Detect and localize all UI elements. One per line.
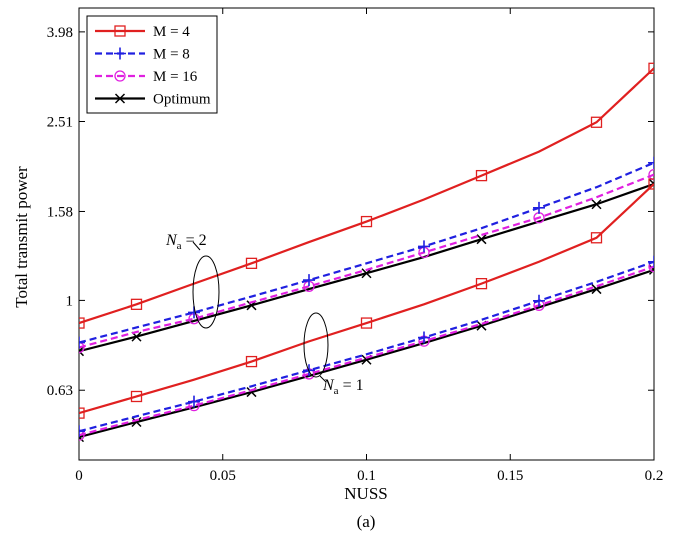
- y-tick-label: 2.51: [47, 114, 73, 130]
- legend-marker: [114, 47, 126, 60]
- series-line-square: [79, 183, 654, 415]
- pointer-line-na2: [192, 241, 201, 251]
- data-point: [245, 355, 258, 368]
- series-group-1: [79, 62, 654, 357]
- data-point: [130, 390, 143, 403]
- x-tick-label: 0: [75, 468, 83, 484]
- legend-marker: [114, 25, 126, 37]
- legend-marker: [114, 93, 126, 104]
- data-point: [648, 168, 654, 181]
- annotation-na1: Na = 1: [322, 377, 364, 397]
- annotations: Na = 2 Na = 1: [165, 232, 364, 397]
- data-point: [590, 116, 603, 128]
- y-tick-label: 3.98: [47, 25, 73, 41]
- group-ellipse-na2: [192, 255, 220, 329]
- data-point: [533, 201, 545, 214]
- data-point: [648, 62, 654, 74]
- data-point: [303, 274, 315, 287]
- legend-label: M = 8: [153, 47, 190, 63]
- x-tick-label: 0.2: [645, 468, 664, 484]
- data-point: [79, 341, 85, 354]
- group-ellipse-na1: [303, 312, 329, 378]
- data-point: [418, 240, 430, 253]
- y-tick-label: 1.58: [47, 204, 73, 220]
- data-point: [533, 294, 545, 307]
- data-point: [79, 407, 85, 419]
- data-point: [475, 169, 488, 182]
- y-tick-label: 1: [66, 293, 74, 309]
- series-line-circle: [79, 265, 654, 437]
- data-point: [130, 298, 143, 310]
- data-point: [79, 336, 85, 349]
- data-point: [648, 260, 654, 273]
- data-point: [79, 425, 85, 438]
- data-point: [361, 268, 372, 279]
- data-point: [648, 178, 654, 190]
- plot-area: [78, 7, 655, 461]
- legend-label: M = 4: [153, 24, 190, 40]
- data-point: [188, 395, 200, 408]
- data-point: [360, 215, 373, 228]
- x-axis-label: NUSS: [344, 484, 387, 503]
- data-point: [591, 199, 602, 210]
- y-axis-label: Total transmit power: [12, 166, 31, 308]
- legend-label: M = 16: [153, 69, 198, 85]
- data-point: [245, 257, 258, 269]
- data-point: [79, 429, 85, 441]
- data-point: [79, 346, 85, 357]
- data-point: [360, 317, 373, 329]
- data-point: [590, 232, 603, 244]
- series-line-circle: [79, 173, 654, 349]
- data-point: [79, 317, 85, 329]
- x-tick-label: 0.05: [210, 468, 236, 484]
- legend-marker: [114, 70, 126, 82]
- axis-ticks: 0 0.05 0.1 0.15 0.2 0.63 1 1.58 2.51 3.98: [47, 8, 664, 484]
- data-point: [418, 331, 430, 344]
- data-point: [648, 156, 654, 169]
- figure-caption: (a): [357, 512, 376, 531]
- series-line-square: [79, 67, 654, 325]
- series-group-2: [79, 178, 654, 443]
- pointer-line-na1: [319, 375, 327, 383]
- annotation-na2: Na = 2: [165, 232, 207, 252]
- series-line-plus: [79, 161, 654, 344]
- data-point: [131, 416, 142, 428]
- legend: M = 4 M = 8 M = 16 Optimum: [86, 15, 218, 114]
- legend-label: Optimum: [153, 92, 211, 108]
- y-tick-label: 0.63: [47, 383, 73, 399]
- series-line-plus: [79, 260, 654, 433]
- legend-box: [86, 15, 218, 114]
- data-point: [648, 255, 654, 268]
- data-point: [476, 234, 487, 245]
- data-point: [475, 277, 488, 290]
- x-tick-label: 0.15: [497, 468, 523, 484]
- x-tick-label: 0.1: [357, 468, 376, 484]
